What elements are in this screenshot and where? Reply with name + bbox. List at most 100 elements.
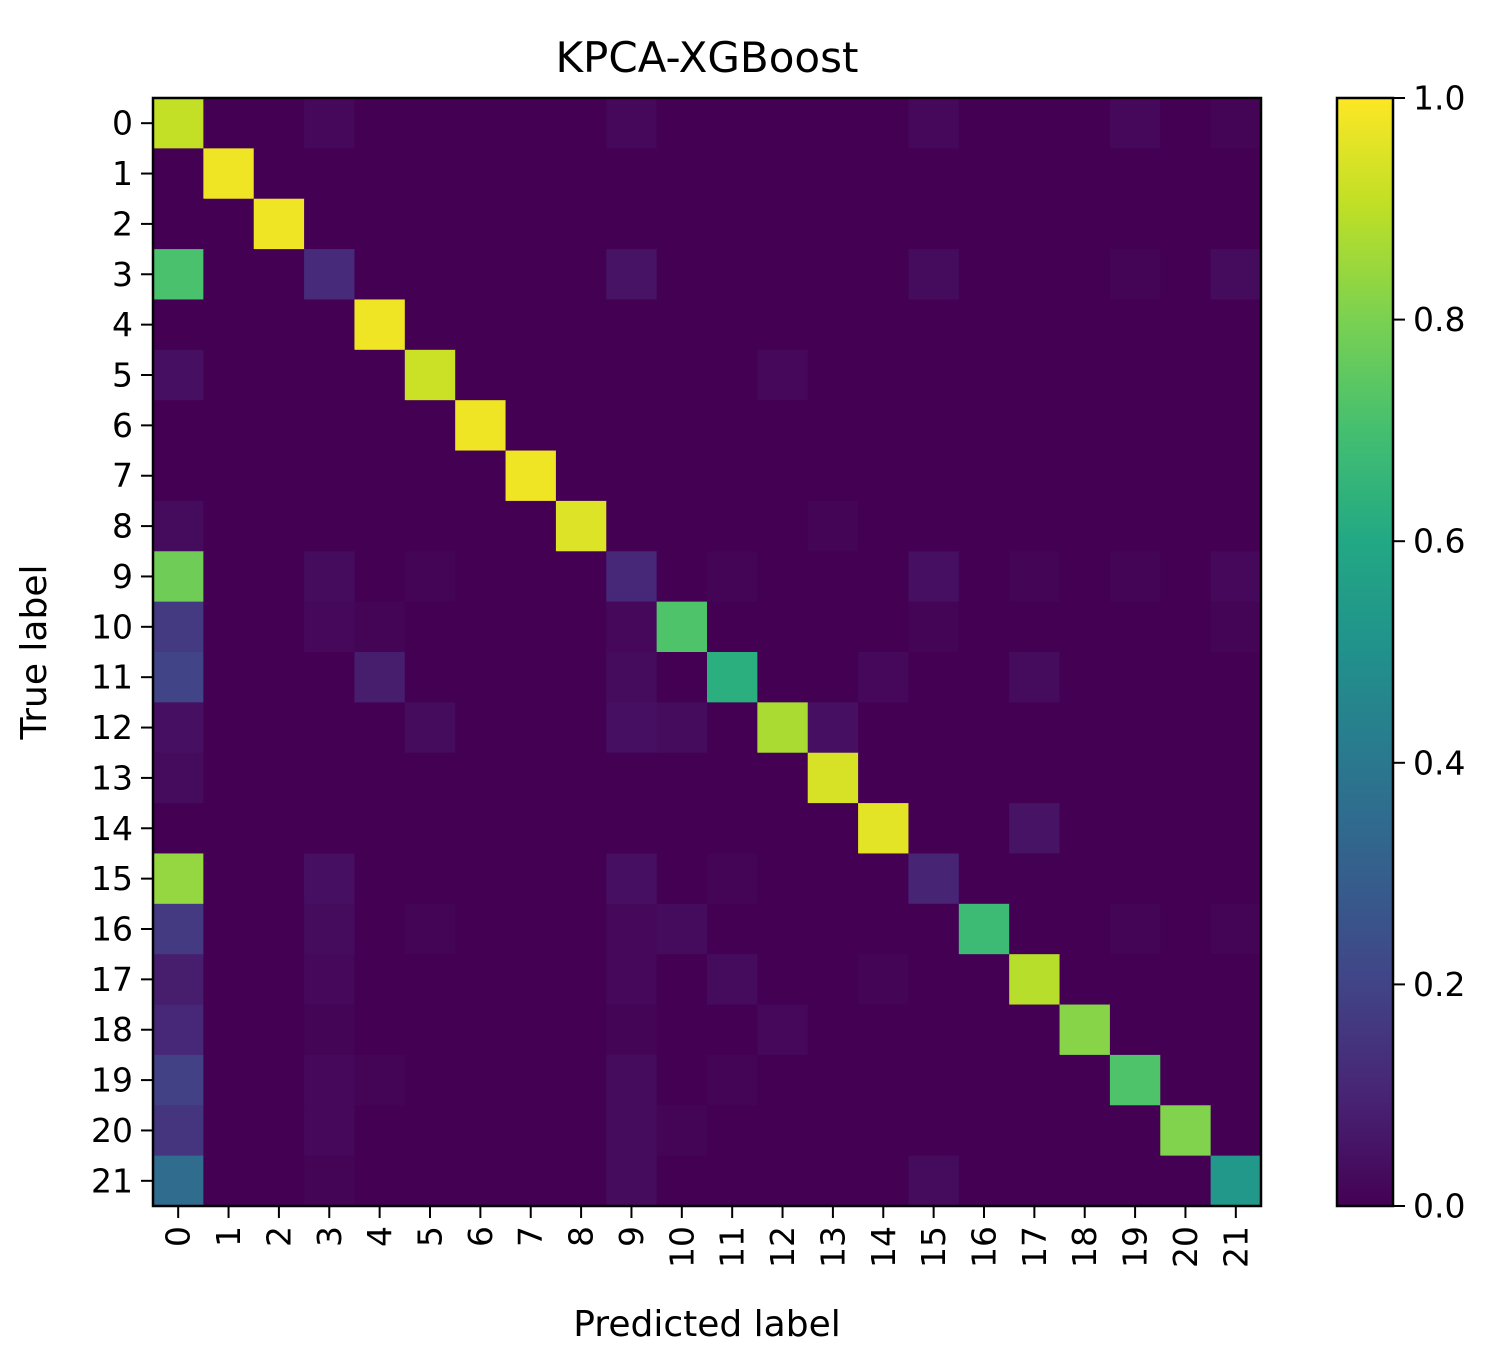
heatmap-cell xyxy=(555,652,607,703)
heatmap-cell xyxy=(304,803,356,855)
heatmap-cell xyxy=(505,1004,557,1056)
heatmap-cell xyxy=(1109,853,1161,905)
heatmap-cell xyxy=(908,1105,960,1157)
y-tick-label: 3 xyxy=(112,255,133,294)
heatmap-cell xyxy=(707,98,758,149)
heatmap-cell xyxy=(253,652,305,703)
heatmap-cell xyxy=(1059,450,1111,502)
heatmap-cell xyxy=(908,903,960,955)
heatmap-cell xyxy=(1109,349,1161,401)
heatmap-cell xyxy=(153,1105,204,1157)
heatmap-cell xyxy=(1160,198,1212,250)
heatmap-cell xyxy=(404,601,456,653)
heatmap-cell xyxy=(1059,400,1111,452)
heatmap-cell xyxy=(1160,1155,1212,1207)
heatmap-cell xyxy=(858,1155,910,1207)
heatmap-cell xyxy=(1009,551,1061,603)
heatmap-cell xyxy=(404,299,456,351)
x-tick-label: 16 xyxy=(965,1226,1004,1268)
y-tick-label: 16 xyxy=(91,910,133,949)
heatmap-cell xyxy=(253,551,305,603)
heatmap-cell xyxy=(304,249,356,301)
heatmap-cell xyxy=(1059,752,1111,804)
heatmap-cell xyxy=(958,299,1010,351)
heatmap-cell xyxy=(707,1105,758,1157)
heatmap-cell xyxy=(1160,500,1212,552)
heatmap-cell xyxy=(807,803,859,855)
heatmap-cell xyxy=(404,803,456,855)
heatmap-cell xyxy=(1109,148,1161,200)
heatmap-cell xyxy=(404,551,456,603)
heatmap-cell xyxy=(304,450,356,502)
heatmap-cell xyxy=(505,601,557,653)
heatmap-cell xyxy=(656,148,708,200)
heatmap-cell xyxy=(606,400,658,452)
heatmap-cell xyxy=(1160,853,1212,905)
heatmap-cell xyxy=(606,702,658,754)
y-tick-label: 9 xyxy=(112,557,133,596)
heatmap-cell xyxy=(807,349,859,401)
heatmap-cell xyxy=(707,652,758,703)
heatmap-cell xyxy=(908,450,960,502)
heatmap-cell xyxy=(1160,601,1212,653)
heatmap-cell xyxy=(455,198,507,250)
heatmap-cell xyxy=(606,652,658,703)
heatmap-cell xyxy=(1109,500,1161,552)
heatmap-cell xyxy=(455,148,507,200)
heatmap-cell xyxy=(1009,198,1061,250)
heatmap-cell xyxy=(203,249,255,301)
heatmap-cell xyxy=(354,198,406,250)
heatmap-cell xyxy=(354,903,406,955)
heatmap-cell xyxy=(606,1155,658,1207)
y-tick-label: 21 xyxy=(91,1161,133,1200)
heatmap-cell xyxy=(1210,652,1262,703)
heatmap-cell xyxy=(354,702,406,754)
heatmap-cell xyxy=(455,1105,507,1157)
heatmap-cell xyxy=(203,1054,255,1106)
heatmap-cell xyxy=(1210,349,1262,401)
heatmap-cell xyxy=(958,702,1010,754)
heatmap-cell xyxy=(656,1054,708,1106)
heatmap-cell xyxy=(555,954,607,1006)
heatmap-cell xyxy=(505,954,557,1006)
y-tick-label: 18 xyxy=(91,1010,133,1049)
heatmap-cell xyxy=(153,500,204,552)
heatmap-cell xyxy=(304,551,356,603)
heatmap-cell xyxy=(253,299,305,351)
heatmap-cell xyxy=(1109,299,1161,351)
heatmap-cell xyxy=(555,702,607,754)
heatmap-cell xyxy=(656,903,708,955)
heatmap-cell xyxy=(707,400,758,452)
heatmap-cell xyxy=(757,702,809,754)
heatmap-cell xyxy=(858,500,910,552)
heatmap-cell xyxy=(455,500,507,552)
heatmap-cell xyxy=(1009,450,1061,502)
heatmap-cell xyxy=(354,299,406,351)
heatmap-cell xyxy=(1210,954,1262,1006)
heatmap-cell xyxy=(1210,299,1262,351)
heatmap-cell xyxy=(404,903,456,955)
heatmap-cell xyxy=(1109,1155,1161,1207)
heatmap-cell xyxy=(757,551,809,603)
heatmap-cell xyxy=(253,98,305,149)
heatmap-cell xyxy=(1059,652,1111,703)
heatmap-cell xyxy=(354,500,406,552)
heatmap-cell xyxy=(1009,652,1061,703)
heatmap-cell xyxy=(656,803,708,855)
heatmap-cell xyxy=(1009,702,1061,754)
heatmap-cell xyxy=(1109,702,1161,754)
heatmap-cell xyxy=(958,98,1010,149)
heatmap-cell xyxy=(707,702,758,754)
heatmap-cell xyxy=(203,450,255,502)
x-tick-label: 2 xyxy=(259,1226,298,1247)
heatmap-cell xyxy=(304,500,356,552)
heatmap-cell xyxy=(1059,1004,1111,1056)
heatmap-cell xyxy=(404,652,456,703)
heatmap-cell xyxy=(858,954,910,1006)
heatmap-cell xyxy=(203,500,255,552)
heatmap-cell xyxy=(1059,1105,1111,1157)
heatmap-cell xyxy=(958,601,1010,653)
heatmap-cell xyxy=(203,652,255,703)
heatmap-cell xyxy=(908,1004,960,1056)
heatmap-cell xyxy=(1109,954,1161,1006)
